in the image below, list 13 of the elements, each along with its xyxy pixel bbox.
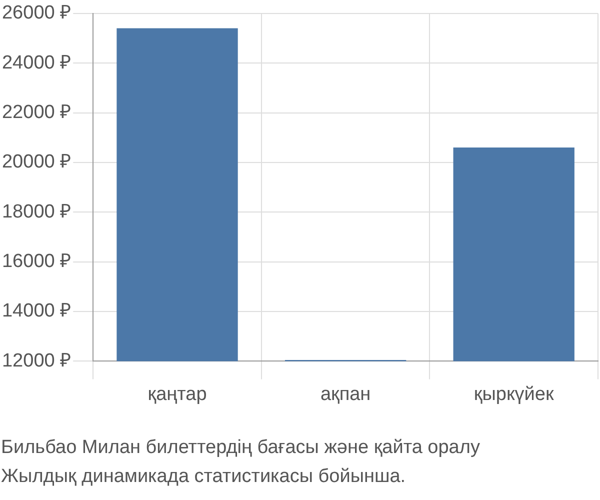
x-tick-label: ақпан (320, 384, 371, 405)
y-tick-label: 14000 ₽ (2, 300, 72, 322)
text: Жылдық динамикада статистикасы бойынша. (1, 466, 406, 487)
y-tick-label: 12000 ₽ (2, 350, 72, 372)
x-tick-label: қыркүйек (474, 384, 554, 405)
y-tick-label: 18000 ₽ (2, 201, 72, 222)
y-tick-label: 20000 ₽ (2, 152, 72, 173)
text: Бильбао Милан билеттердің бағасы және қайта оралу (1, 437, 480, 458)
y-tick-label: 24000 ₽ (2, 52, 72, 74)
y-tick-label: 16000 ₽ (2, 251, 72, 272)
x-tick-label: қаңтар (148, 384, 207, 405)
y-tick-label: 22000 ₽ (2, 102, 72, 124)
y-tick-label: 26000 ₽ (2, 2, 72, 24)
